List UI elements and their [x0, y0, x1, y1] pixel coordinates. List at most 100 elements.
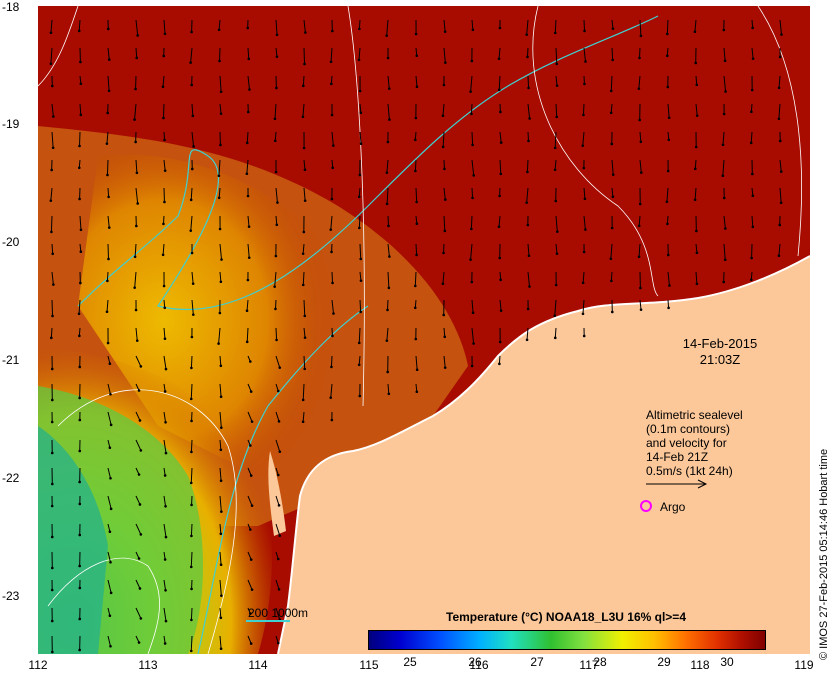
velocity-arrow-head	[249, 474, 253, 477]
velocity-arrow	[751, 19, 754, 28]
velocity-arrow-head	[584, 228, 587, 231]
velocity-arrow-head	[472, 342, 475, 345]
velocity-arrow-head	[275, 338, 278, 342]
velocity-arrow-head	[50, 230, 53, 234]
velocity-arrow	[107, 47, 110, 60]
velocity-arrow-head	[79, 60, 82, 64]
velocity-arrow	[330, 215, 333, 230]
velocity-arrow-head	[275, 223, 279, 227]
lon-tick-label: 115	[359, 658, 379, 672]
velocity-arrow-head	[415, 390, 419, 394]
velocity-arrow	[694, 159, 697, 169]
velocity-arrow-head	[332, 312, 335, 315]
velocity-arrow-head	[359, 257, 363, 261]
velocity-arrow	[554, 19, 557, 33]
velocity-arrow	[275, 607, 281, 620]
velocity-arrow	[135, 159, 138, 173]
velocity-arrow-head	[135, 339, 139, 342]
velocity-arrow	[583, 47, 586, 62]
velocity-arrow-head	[554, 283, 558, 287]
velocity-arrow-head	[639, 140, 643, 144]
velocity-arrow-head	[777, 254, 781, 257]
velocity-arrow	[51, 271, 54, 285]
velocity-arrow	[219, 579, 222, 596]
velocity-arrow	[415, 75, 418, 87]
velocity-arrow-head	[330, 365, 333, 369]
velocity-arrow-head	[301, 115, 305, 119]
velocity-arrow-head	[218, 311, 222, 315]
velocity-arrow	[527, 75, 530, 88]
velocity-arrow-head	[582, 334, 586, 338]
velocity-arrow-head	[385, 339, 389, 342]
velocity-arrow-head	[51, 566, 54, 570]
velocity-arrow-head	[217, 342, 220, 345]
velocity-arrow-head	[750, 88, 754, 92]
velocity-arrow	[190, 551, 193, 567]
velocity-arrow	[610, 243, 613, 259]
velocity-arrow-head	[414, 32, 418, 36]
velocity-arrow-head	[137, 641, 141, 644]
velocity-arrow	[303, 47, 306, 64]
argo-marker-icon	[640, 500, 652, 512]
velocity-arrow	[51, 243, 54, 254]
velocity-arrow-head	[667, 138, 671, 142]
velocity-arrow	[639, 299, 642, 310]
velocity-arrow-head	[277, 504, 281, 507]
velocity-arrow	[723, 75, 727, 92]
velocity-arrow-head	[471, 311, 475, 315]
velocity-arrow-head	[79, 281, 82, 285]
velocity-arrow-head	[582, 250, 586, 254]
velocity-arrow-head	[78, 418, 82, 422]
velocity-arrow-head	[415, 253, 418, 257]
velocity-arrow-head	[78, 617, 82, 621]
velocity-arrow-head	[723, 258, 727, 262]
velocity-arrow	[639, 131, 642, 142]
velocity-arrow-head	[190, 534, 193, 538]
velocity-arrow-head	[217, 28, 221, 32]
velocity-arrow-head	[639, 286, 642, 290]
velocity-arrow	[134, 271, 137, 288]
velocity-arrow-head	[135, 56, 139, 60]
velocity-arrow-head	[162, 284, 166, 288]
velocity-arrow-head	[359, 310, 362, 314]
coastline	[277, 255, 810, 654]
velocity-arrow	[190, 439, 193, 452]
velocity-arrow-head	[751, 57, 755, 60]
velocity-arrow	[387, 75, 390, 89]
velocity-arrow	[303, 19, 306, 33]
velocity-arrow	[387, 271, 390, 288]
velocity-arrow-head	[751, 194, 755, 198]
velocity-arrow	[106, 131, 109, 144]
velocity-arrow-head	[78, 197, 81, 201]
velocity-arrow-head	[388, 255, 391, 258]
lat-tick-label: -18	[2, 0, 20, 14]
velocity-arrow-head	[750, 256, 753, 260]
velocity-arrow-head	[331, 29, 334, 33]
velocity-arrow-head	[277, 420, 281, 423]
velocity-arrow-head	[135, 224, 138, 228]
velocity-arrow	[443, 187, 446, 200]
velocity-arrow	[751, 215, 754, 227]
velocity-arrow-head	[610, 226, 614, 230]
velocity-arrow-head	[220, 510, 223, 513]
velocity-arrow	[78, 159, 81, 168]
velocity-arrow-head	[107, 226, 111, 229]
velocity-arrow-head	[276, 473, 280, 477]
velocity-arrow	[247, 635, 252, 644]
velocity-arrow	[330, 47, 333, 62]
velocity-arrow-head	[219, 563, 223, 567]
velocity-arrow-head	[499, 278, 502, 282]
velocity-arrow	[107, 467, 111, 479]
velocity-arrow	[218, 19, 221, 30]
velocity-arrow	[190, 467, 193, 483]
velocity-arrow-head	[249, 612, 252, 615]
velocity-arrow	[163, 19, 166, 34]
velocity-arrow	[722, 159, 725, 176]
velocity-arrow	[275, 47, 278, 57]
velocity-arrow	[498, 75, 501, 90]
velocity-arrow	[386, 159, 389, 173]
velocity-arrow-head	[359, 142, 363, 146]
velocity-arrow	[247, 215, 250, 227]
velocity-arrow	[358, 327, 361, 343]
velocity-arrow	[359, 131, 362, 144]
